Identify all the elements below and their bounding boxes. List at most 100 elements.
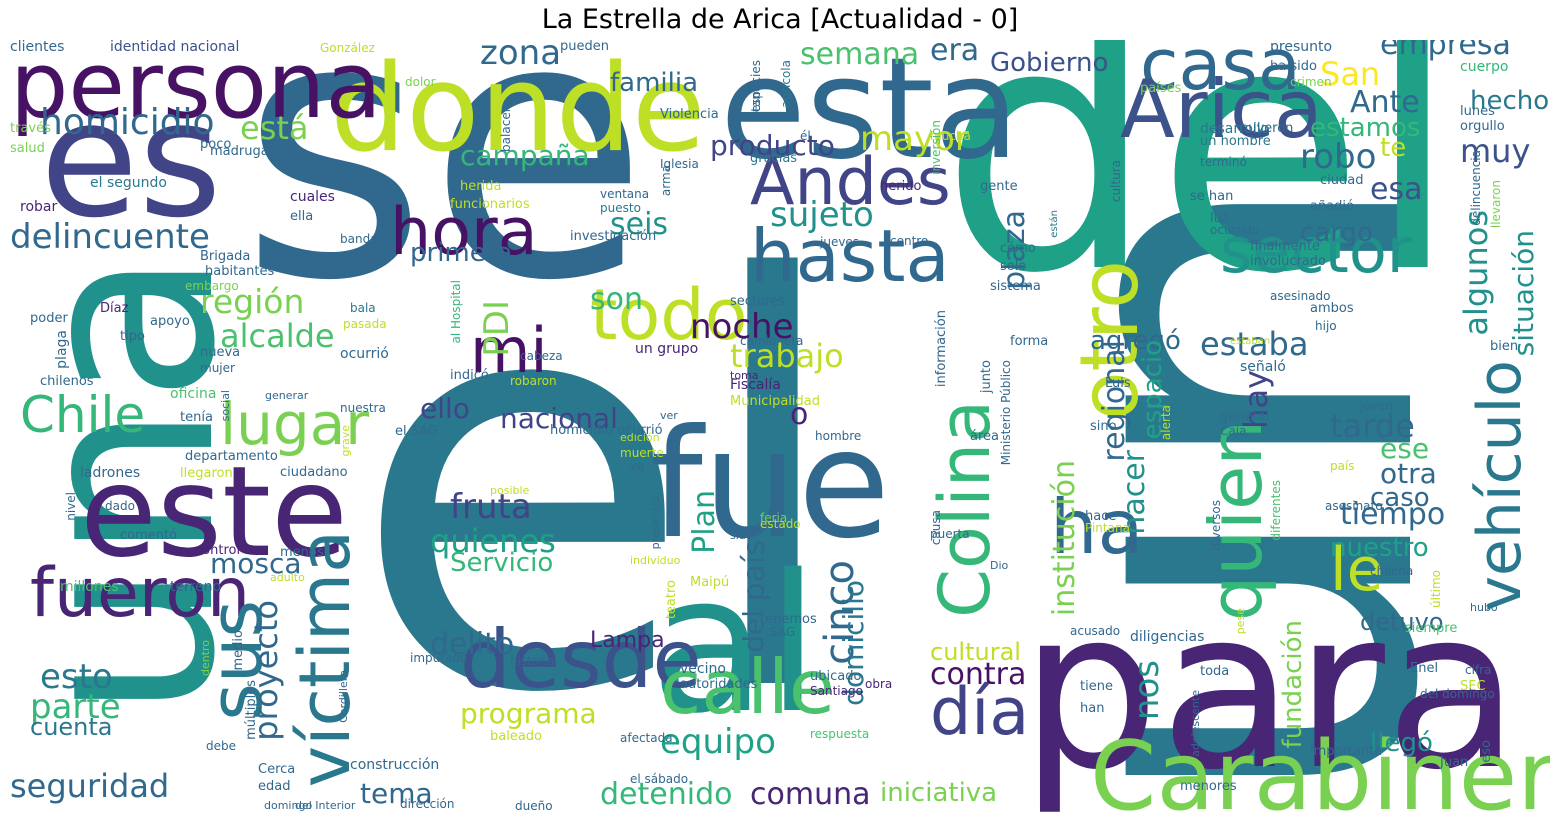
word-ultimo: último bbox=[1429, 570, 1443, 609]
word-hasta: hasta bbox=[750, 214, 950, 298]
word-banda: banda bbox=[340, 232, 378, 246]
word-ha: ha bbox=[1050, 483, 1144, 571]
word-mosca: mosca bbox=[210, 547, 302, 580]
word-sag: SAG bbox=[770, 625, 796, 639]
word-noche: noche bbox=[690, 307, 794, 347]
word-pese: pese bbox=[1234, 608, 1247, 635]
word-institucion: institución bbox=[1047, 460, 1082, 617]
word-ubicado: ubicado bbox=[810, 669, 862, 684]
word-toma: toma bbox=[730, 369, 759, 382]
word-tiempo: tiempo bbox=[1340, 497, 1446, 532]
word-estan: están bbox=[1049, 210, 1060, 238]
word-construccion: construcción bbox=[350, 757, 440, 773]
word-caja: Caja bbox=[1220, 424, 1247, 438]
word-obra: obra bbox=[865, 677, 893, 691]
word-regional: regional bbox=[1097, 340, 1132, 462]
word-dolor: dolor bbox=[405, 75, 436, 89]
word-andes: Andes bbox=[750, 145, 951, 220]
word-presunto: presunto bbox=[1270, 40, 1333, 55]
word-arica: Arica bbox=[1120, 63, 1323, 156]
word-control: control bbox=[195, 543, 241, 558]
word-lugar: lugar bbox=[220, 390, 370, 458]
word-pais: país bbox=[737, 540, 772, 602]
word-muy: muy bbox=[1460, 132, 1531, 170]
word-area: área bbox=[970, 429, 999, 444]
word-cabeza: cabeza bbox=[520, 349, 563, 363]
word-sido: sido bbox=[730, 529, 753, 542]
word-cuerpo: cuerpo bbox=[1460, 59, 1509, 75]
word-bien: bien bbox=[1490, 339, 1519, 354]
word-te: te bbox=[1380, 133, 1407, 163]
word-plan: Plan bbox=[687, 490, 722, 554]
word-salud: salud bbox=[10, 141, 45, 156]
word-servicio: Servicio bbox=[450, 548, 554, 578]
word-pueden: pueden bbox=[560, 40, 609, 54]
word-esta: esta bbox=[720, 40, 1020, 191]
word-diversos: diversos bbox=[1209, 500, 1223, 551]
word-fundacion: fundación bbox=[1278, 620, 1308, 749]
word-multiples: múltiples bbox=[244, 680, 259, 740]
word-le: le bbox=[1330, 535, 1384, 605]
word-diferentes: diferentes bbox=[1269, 480, 1283, 541]
word-situacion: situación bbox=[1507, 230, 1540, 357]
word-dentro: dentro bbox=[199, 640, 212, 677]
word-pintana: Pintana bbox=[1085, 521, 1130, 535]
word-feria: feria bbox=[760, 511, 788, 525]
word-funcionarios: funcionarios bbox=[450, 197, 530, 212]
word-todo: todo bbox=[590, 274, 748, 356]
word-seis: seis bbox=[610, 207, 669, 242]
word-huyeron: huyeron bbox=[1240, 121, 1294, 136]
word-esta-accent: está bbox=[240, 109, 309, 147]
word-san: San bbox=[1320, 55, 1381, 93]
word-identidad-nacional: identidad nacional bbox=[110, 40, 240, 55]
word-estaban: estaban bbox=[1230, 336, 1271, 347]
word-general: general bbox=[1220, 409, 1270, 424]
word-fruta: fruta bbox=[450, 487, 532, 527]
word-menores: menores bbox=[1180, 779, 1237, 794]
word-ciudadano: ciudadano bbox=[280, 465, 348, 480]
word-el: el bbox=[350, 164, 851, 816]
word-va: va bbox=[630, 459, 645, 473]
word-este: este bbox=[80, 440, 348, 585]
word-si: si bbox=[759, 80, 773, 90]
word-baleado: baleado bbox=[490, 729, 542, 744]
word-calle: calle bbox=[660, 643, 836, 731]
word-adolescente: adolescente bbox=[1189, 690, 1202, 757]
word-anadio: añadió bbox=[1310, 199, 1354, 214]
word-sec: SEC bbox=[1460, 679, 1486, 694]
word-departamento: departamento bbox=[185, 449, 278, 464]
word-muerte: muerte bbox=[620, 446, 664, 460]
word-ventana: ventana bbox=[600, 187, 650, 201]
word-oficina: oficina bbox=[170, 386, 217, 402]
word-bala: bala bbox=[350, 301, 376, 315]
word-diaz: Díaz bbox=[100, 301, 129, 316]
word-dado: dado bbox=[105, 499, 135, 513]
word-otra: otra bbox=[1380, 457, 1437, 490]
word-tipo: tipo bbox=[120, 329, 145, 344]
word-estaba: estaba bbox=[1200, 325, 1309, 363]
word-enel: Enel bbox=[1410, 661, 1439, 676]
word-posible: posible bbox=[490, 484, 530, 497]
word-cerca: Cerca bbox=[258, 762, 296, 777]
word-gobierno: Gobierno bbox=[990, 48, 1109, 78]
word-ver: ver bbox=[660, 409, 678, 422]
word-asesinato: asesinato bbox=[1325, 499, 1383, 513]
word-terreno: terreno bbox=[170, 579, 222, 595]
word-joven: joven bbox=[1360, 399, 1393, 413]
word-sectores: sectores bbox=[730, 294, 785, 309]
word-indico: indicó bbox=[450, 368, 489, 383]
word-era: era bbox=[930, 40, 980, 68]
word-respuesta: respuesta bbox=[810, 727, 870, 741]
word-sector: sector bbox=[1220, 214, 1413, 287]
word-un-grupo: un grupo bbox=[635, 341, 699, 357]
word-donde: donde bbox=[330, 40, 706, 179]
word-pais-small: país bbox=[1330, 459, 1355, 473]
word-ello: ello bbox=[420, 392, 470, 425]
word-presencia: presencia bbox=[649, 496, 662, 550]
word-detenido: detenido bbox=[600, 777, 733, 812]
word-al: al bbox=[650, 534, 820, 755]
word-alcalde: alcalde bbox=[220, 317, 335, 355]
word-herida: herida bbox=[460, 179, 502, 194]
word-tenemos: tenemos bbox=[760, 612, 817, 627]
word-ella: ella bbox=[290, 209, 314, 224]
